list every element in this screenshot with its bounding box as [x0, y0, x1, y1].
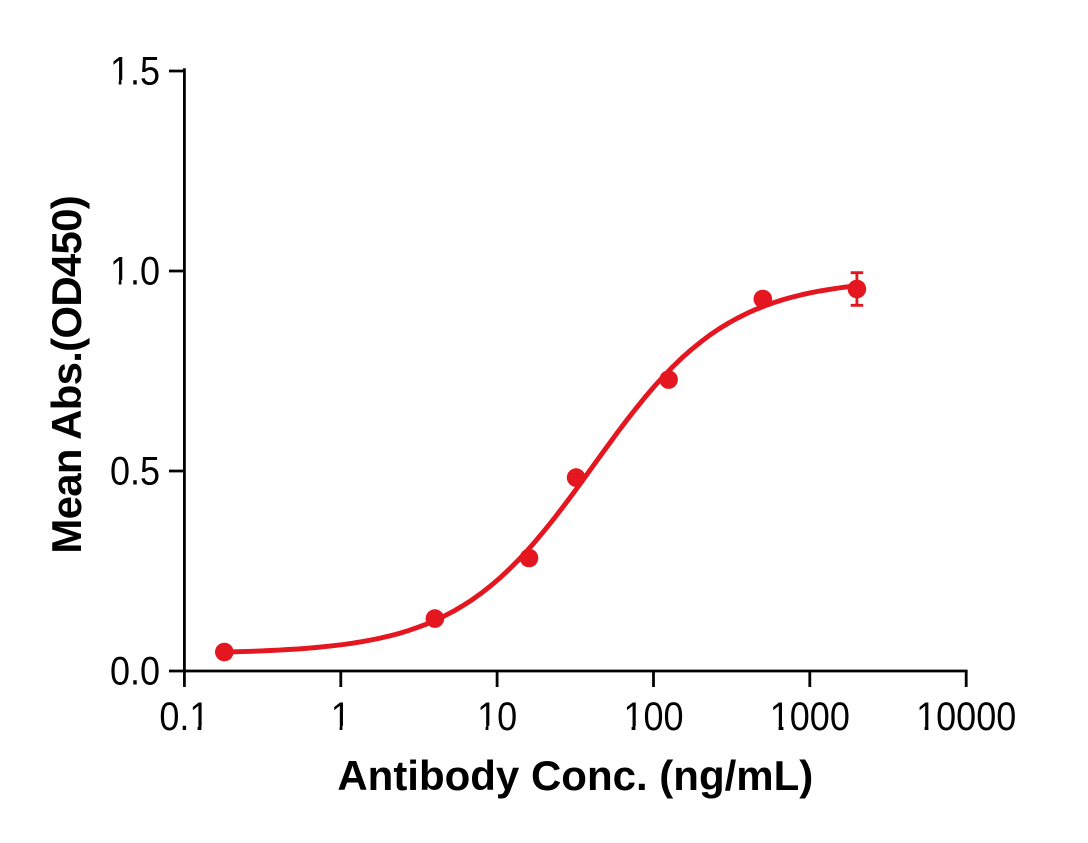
svg-text:100: 100: [623, 695, 683, 739]
svg-text:Mean Abs.(OD450): Mean Abs.(OD450): [43, 196, 90, 554]
svg-text:10: 10: [477, 695, 517, 739]
svg-text:Antibody Conc. (ng/mL): Antibody Conc. (ng/mL): [337, 752, 813, 799]
svg-text:0.1: 0.1: [159, 695, 209, 739]
svg-text:10000: 10000: [916, 695, 1016, 739]
svg-text:1: 1: [331, 695, 351, 739]
svg-text:0.0: 0.0: [110, 650, 160, 694]
svg-text:0.5: 0.5: [110, 450, 160, 494]
svg-text:1.0: 1.0: [110, 250, 160, 294]
svg-text:1000: 1000: [770, 695, 850, 739]
svg-text:1.5: 1.5: [110, 50, 160, 94]
